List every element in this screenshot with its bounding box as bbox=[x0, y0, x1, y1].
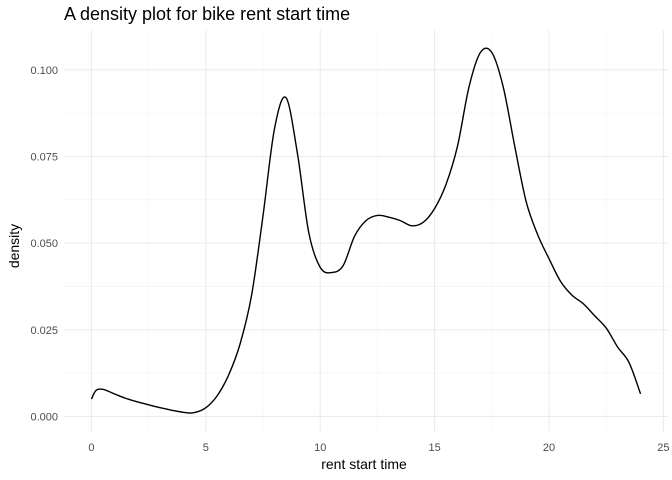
x-tick-label: 25 bbox=[657, 442, 669, 454]
x-tick-label: 5 bbox=[203, 442, 209, 454]
x-tick-label: 15 bbox=[429, 442, 441, 454]
chart-title: A density plot for bike rent start time bbox=[64, 4, 351, 24]
x-tick-label: 10 bbox=[314, 442, 326, 454]
y-tick-label: 0.075 bbox=[30, 151, 58, 163]
grid bbox=[64, 30, 668, 432]
x-tick-label: 20 bbox=[543, 442, 555, 454]
series-layer bbox=[90, 47, 642, 414]
tick-labels: 0 5 10 15 20 25 0.000 0.025 0.050 0.075 0.100 bbox=[30, 65, 669, 454]
y-axis-title: density bbox=[6, 224, 22, 268]
y-tick-label: 0.100 bbox=[30, 65, 58, 77]
y-tick-label: 0.025 bbox=[30, 325, 58, 337]
y-tick-label: 0.000 bbox=[30, 411, 58, 423]
x-tick-label: 0 bbox=[88, 442, 94, 454]
density-line bbox=[90, 47, 642, 414]
y-tick-label: 0.050 bbox=[30, 238, 58, 250]
x-axis-title: rent start time bbox=[321, 456, 407, 472]
